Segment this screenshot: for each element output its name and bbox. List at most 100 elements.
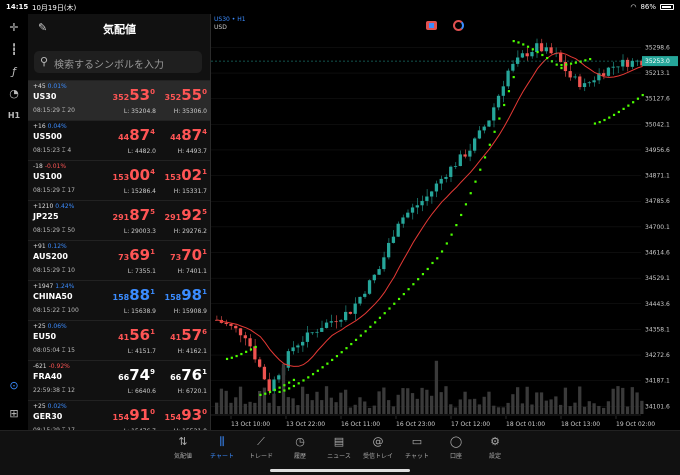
row-time: 08:15:22 ⌶ 100 bbox=[33, 307, 79, 314]
sar-dot bbox=[249, 348, 253, 351]
sar-dot bbox=[378, 316, 382, 319]
volume-bar bbox=[377, 391, 381, 414]
sar-dot bbox=[278, 386, 281, 389]
y-tick-label: 34956.6 bbox=[645, 147, 670, 154]
row-symbol: EU50 bbox=[33, 332, 57, 341]
candle-body bbox=[611, 66, 615, 68]
volume-bar bbox=[238, 386, 243, 414]
row-time: 08:15:23 ⌶ 4 bbox=[33, 147, 72, 154]
volume-bar bbox=[606, 401, 611, 414]
sar-dot bbox=[460, 213, 463, 217]
candles-icon[interactable]: ┇ bbox=[10, 43, 18, 56]
nav-news[interactable]: ▤ ニュース bbox=[319, 435, 359, 460]
volume-bar bbox=[573, 402, 577, 414]
function-icon[interactable]: ƒ bbox=[12, 65, 16, 78]
row-change: -621 -0.92% bbox=[33, 363, 70, 370]
sar-dot bbox=[584, 59, 587, 62]
candle-body bbox=[372, 274, 376, 281]
trade-panel-icon[interactable] bbox=[426, 21, 437, 30]
volume-bar bbox=[320, 400, 324, 414]
row-bid: 291875 bbox=[112, 206, 155, 224]
search-input[interactable]: ⚲ 検索するシンボルを入力 bbox=[34, 51, 202, 73]
candle-body bbox=[492, 107, 496, 121]
candle-body bbox=[587, 82, 591, 84]
x-tick-label: 16 Oct 23:00 bbox=[396, 421, 435, 428]
watchlist-row[interactable]: +25 0.06% EU50 08:05:04 ⌶ 15 41561 41576 L: 41… bbox=[28, 320, 210, 360]
nav-arrows[interactable]: ⇅ 気配値 bbox=[163, 435, 203, 460]
watchlist-row[interactable]: +1210 0.42% JP225 08:15:29 ⌶ 50 291875 291925… bbox=[28, 200, 210, 240]
row-bid: 73691 bbox=[118, 246, 155, 264]
volume-bar bbox=[296, 405, 300, 414]
nav-settings[interactable]: ⚙ 設定 bbox=[475, 435, 515, 460]
volume-bar bbox=[234, 397, 238, 414]
nav-trade[interactable]: ⟋ トレード bbox=[241, 435, 281, 460]
row-change: +25 0.02% bbox=[33, 403, 67, 410]
candle-body bbox=[602, 73, 606, 76]
watchlist-row[interactable]: +250.02% GER30 08:15:29 ⌶ 17 154910 154930 L:… bbox=[28, 400, 210, 430]
timeframe-button[interactable]: H1 bbox=[7, 111, 21, 120]
y-tick-label: 35298.6 bbox=[645, 44, 670, 51]
nav-history[interactable]: ◷ 履歴 bbox=[280, 435, 320, 460]
watchlist-row[interactable]: +45 0.01% US30 08:15:29 ⌶ 20 352530 352550 L: … bbox=[28, 80, 210, 120]
candle-body bbox=[525, 53, 529, 57]
nav-chart[interactable]: ⫼ チャート bbox=[202, 435, 242, 460]
sar-dot bbox=[354, 338, 358, 341]
indicator-icon[interactable] bbox=[453, 20, 464, 31]
row-low: L: 29003.3 bbox=[123, 228, 156, 235]
price-chart[interactable]: 35298.6 35213.1 35127.6 35042.1 34956.6 34871… bbox=[211, 14, 680, 430]
volume-bar bbox=[539, 392, 544, 414]
volume-bar bbox=[372, 405, 376, 414]
sar-dot bbox=[307, 376, 310, 379]
candle-body bbox=[248, 338, 252, 347]
edit-icon[interactable]: ✎ bbox=[38, 21, 48, 34]
watchlist-title: 気配値 bbox=[103, 23, 136, 36]
row-high: H: 29276.2 bbox=[173, 228, 207, 235]
watchlist-row[interactable]: -621 -0.92% FRA40 22:59:38 ⌶ 12 66749 66761 L:… bbox=[28, 360, 210, 400]
candle-body bbox=[420, 200, 424, 206]
y-tick-label: 34443.6 bbox=[645, 301, 670, 308]
sar-dot bbox=[560, 63, 563, 67]
row-change: -18 -0.01% bbox=[33, 163, 67, 170]
row-time: 08:15:29 ⌶ 17 bbox=[33, 187, 75, 194]
sar-dot bbox=[531, 48, 534, 51]
volume-bar bbox=[410, 393, 415, 414]
watchlist-row[interactable]: -18 -0.01% US100 08:15:29 ⌶ 17 153004 153021 L… bbox=[28, 160, 210, 200]
status-bar: 14:15 10月19日(木) ◠ 86% bbox=[0, 0, 680, 14]
candle-body bbox=[344, 311, 348, 321]
candle-body bbox=[530, 52, 534, 57]
sar-dot bbox=[254, 345, 257, 349]
sar-dot bbox=[493, 130, 496, 133]
candle-body bbox=[305, 332, 310, 342]
row-time: 22:59:38 ⌶ 12 bbox=[33, 387, 75, 394]
volume-bar bbox=[549, 399, 553, 414]
sar-dot bbox=[407, 288, 410, 291]
wifi-icon: ◠ bbox=[630, 3, 637, 11]
candle-body bbox=[229, 324, 233, 326]
volume-bar bbox=[310, 400, 314, 414]
sar-dot bbox=[517, 41, 520, 44]
watchlist-row[interactable]: +16 0.04% US500 08:15:23 ⌶ 4 44874 44874 L: 44… bbox=[28, 120, 210, 160]
watchlist-row[interactable]: +1947 1.24% CHINA50 08:15:22 ⌶ 100 158881 158… bbox=[28, 280, 210, 320]
nav-chat[interactable]: ▭ チャット bbox=[397, 435, 437, 460]
chart-area[interactable]: 35298.6 35213.1 35127.6 35042.1 34956.6 34871… bbox=[211, 14, 680, 430]
sar-dot bbox=[345, 347, 348, 350]
sar-dot bbox=[474, 180, 477, 183]
add-window-icon[interactable]: ⊞ bbox=[9, 407, 19, 420]
sar-dot bbox=[541, 53, 544, 57]
chart-search-icon[interactable]: ⊙ bbox=[9, 379, 19, 392]
sar-dot bbox=[259, 393, 262, 397]
nav-inbox[interactable]: @ 受信トレイ bbox=[358, 435, 398, 460]
row-change: +91 0.12% bbox=[33, 243, 67, 250]
watchlist-row[interactable]: +91 0.12% AUS200 08:15:29 ⌶ 10 73691 73701 L: … bbox=[28, 240, 210, 280]
nav-account[interactable]: ◯ 口座 bbox=[436, 435, 476, 460]
volume-bar bbox=[530, 404, 534, 414]
news-icon: ▤ bbox=[333, 435, 345, 448]
volume-bar bbox=[243, 403, 247, 414]
history-icon: ◷ bbox=[295, 435, 305, 448]
shapes-icon[interactable]: ◔ bbox=[9, 87, 19, 100]
volume-bar bbox=[363, 401, 367, 414]
row-time: 08:15:29 ⌶ 50 bbox=[33, 227, 75, 234]
candle-body bbox=[559, 53, 563, 62]
sar-dot bbox=[297, 382, 300, 385]
crosshair-icon[interactable]: ✛ bbox=[9, 21, 19, 34]
